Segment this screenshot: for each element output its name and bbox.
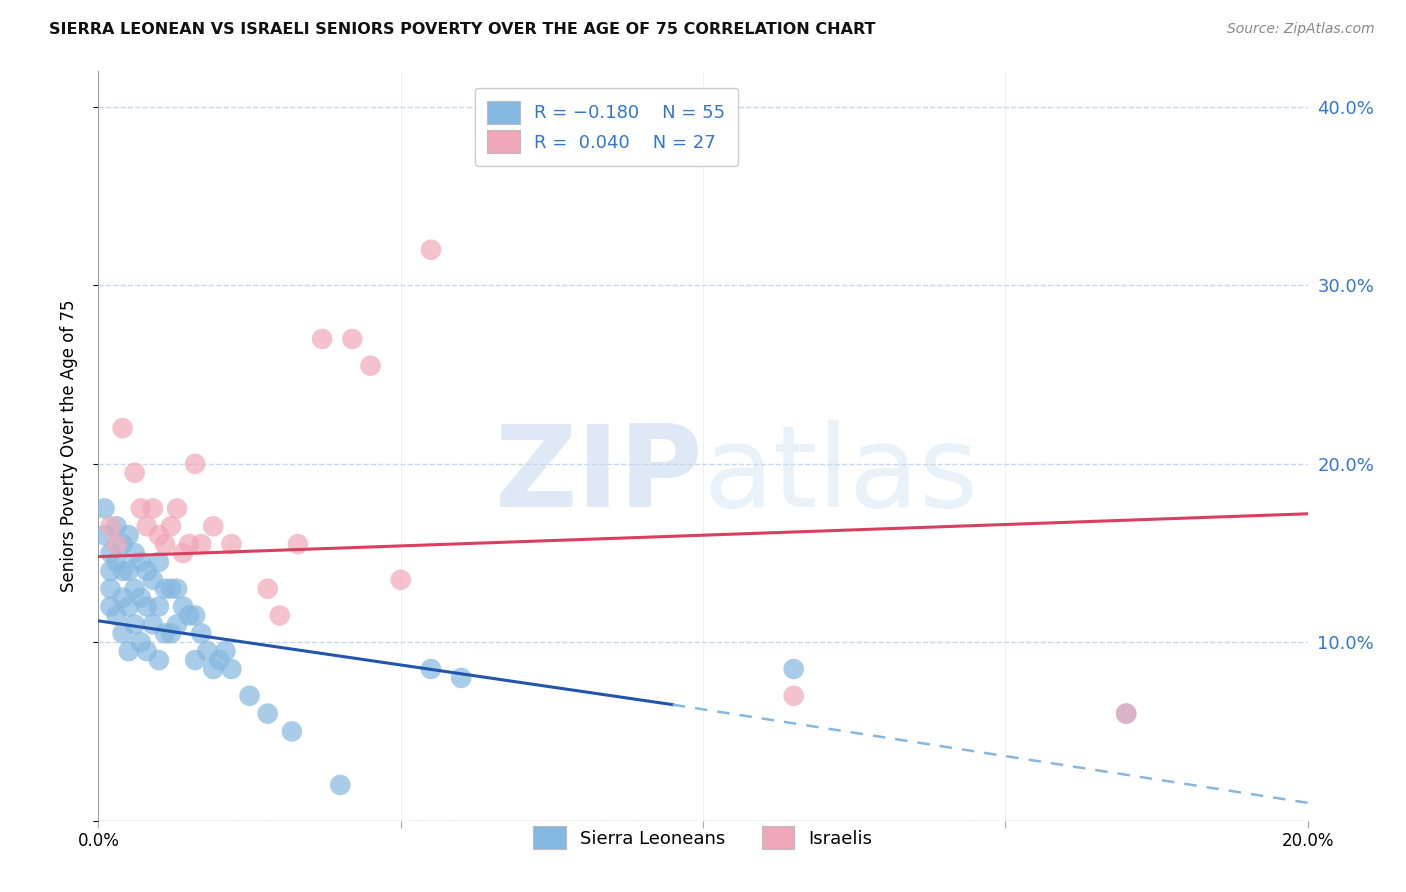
Point [105,519,128,533]
Text: atlas: atlas [703,420,979,532]
Point [221,662,243,676]
Point [420,243,443,257]
Point [129,555,152,569]
Point [184,457,207,471]
Point [172,546,194,560]
Point [142,573,165,587]
Point [166,617,188,632]
Point [287,537,309,551]
Point [184,653,207,667]
Point [111,591,134,605]
Point [202,662,225,676]
Point [148,555,170,569]
Point [783,689,806,703]
Point [184,608,207,623]
Point [111,564,134,578]
Point [135,564,157,578]
Point [111,537,134,551]
Text: ZIP: ZIP [495,420,703,532]
Y-axis label: Seniors Poverty Over the Age of 75: Seniors Poverty Over the Age of 75 [59,300,77,592]
Point [148,528,170,542]
Point [342,332,364,346]
Point [153,582,176,596]
Point [148,653,170,667]
Point [179,537,201,551]
Legend: Sierra Leoneans, Israelis: Sierra Leoneans, Israelis [523,815,883,860]
Point [129,635,152,649]
Point [311,332,333,346]
Point [160,626,183,640]
Point [105,555,128,569]
Point [389,573,412,587]
Point [256,582,278,596]
Point [190,626,212,640]
Point [135,599,157,614]
Point [166,582,188,596]
Point [160,582,183,596]
Point [420,662,443,676]
Point [281,724,304,739]
Point [329,778,352,792]
Text: SIERRA LEONEAN VS ISRAELI SENIORS POVERTY OVER THE AGE OF 75 CORRELATION CHART: SIERRA LEONEAN VS ISRAELI SENIORS POVERT… [49,22,876,37]
Point [195,644,218,658]
Point [202,519,225,533]
Point [105,608,128,623]
Point [111,626,134,640]
Point [221,537,243,551]
Point [269,608,291,623]
Point [214,644,236,658]
Point [124,466,146,480]
Point [93,528,115,542]
Point [166,501,188,516]
Point [100,546,122,560]
Point [135,644,157,658]
Point [1115,706,1137,721]
Point [1115,706,1137,721]
Point [111,421,134,435]
Point [124,582,146,596]
Point [118,599,141,614]
Point [129,501,152,516]
Point [118,644,141,658]
Point [148,599,170,614]
Point [256,706,278,721]
Point [100,582,122,596]
Point [208,653,231,667]
Point [118,564,141,578]
Point [450,671,472,685]
Point [93,501,115,516]
Point [100,599,122,614]
Point [124,546,146,560]
Point [190,537,212,551]
Text: Source: ZipAtlas.com: Source: ZipAtlas.com [1227,22,1375,37]
Point [105,537,128,551]
Point [100,519,122,533]
Point [239,689,262,703]
Point [129,591,152,605]
Point [153,537,176,551]
Point [153,626,176,640]
Point [118,528,141,542]
Point [179,608,201,623]
Point [172,599,194,614]
Point [135,519,157,533]
Point [142,501,165,516]
Point [160,519,183,533]
Point [360,359,382,373]
Point [100,564,122,578]
Point [783,662,806,676]
Point [124,617,146,632]
Point [142,617,165,632]
